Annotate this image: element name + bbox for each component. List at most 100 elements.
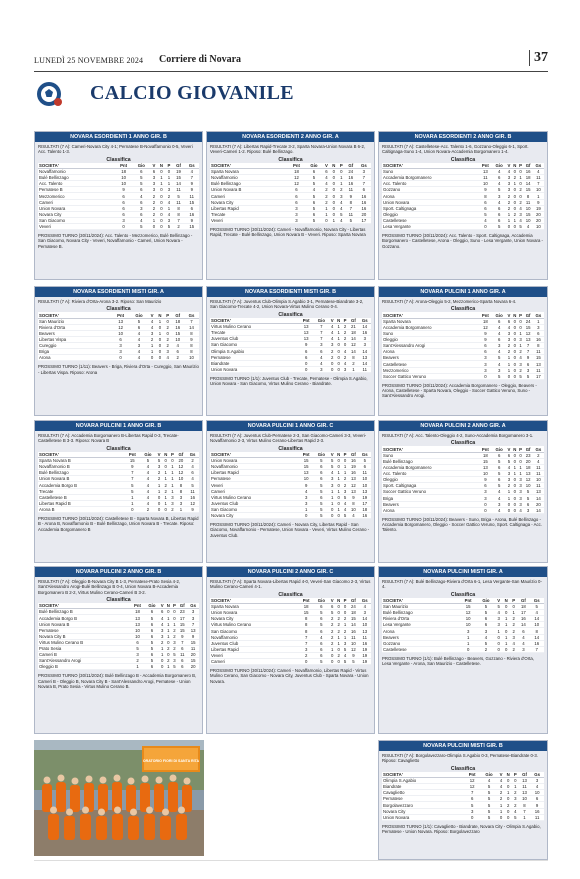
table-row: Novaffarnonio B 9 4 3 0 1 12 4: [38, 463, 199, 471]
table-row: Briga 3 4 1 0 3 5 14: [382, 494, 544, 502]
table-cell: 3: [517, 482, 524, 490]
table-cell: 1: [130, 663, 145, 671]
table-row: Gozzano 9 5 3 0 2 15 10: [382, 186, 544, 194]
table-cell: 13: [187, 627, 199, 634]
table-cell: Novara City: [210, 615, 299, 623]
column-header: N: [511, 312, 518, 319]
table-cell: 5: [342, 646, 349, 653]
table-cell: 13: [478, 168, 493, 176]
table-cell: 3: [495, 621, 503, 629]
table-row: Union Novara 6 4 2 0 2 11 9: [382, 199, 544, 206]
table-cell: 10: [523, 205, 533, 212]
table-row: Arona 0 4 0 0 4 3 14: [382, 507, 544, 514]
table-cell: 0: [511, 348, 518, 356]
column-header: Gf: [344, 162, 357, 170]
table-cell: 5: [517, 373, 524, 380]
table-cell: Veveri: [210, 652, 299, 659]
results-text: RISULTATI (7 A): Cameri-Novara City 4-1;…: [38, 144, 193, 155]
table-cell: 1: [155, 488, 163, 495]
table-cell: 3: [175, 500, 187, 507]
table-cell: 0: [511, 199, 518, 206]
table-cell: 0: [150, 223, 158, 231]
table-header-row: SOCIETA' Pnt Gio V N P Gf Gs: [210, 597, 371, 605]
column-header: Gf: [348, 451, 359, 459]
table-cell: 0: [335, 360, 343, 367]
results-text: RISULTATI (7 A): Arona-Oleggio 5-2, Mezz…: [382, 299, 517, 304]
group-title: NOVARA ESORDIENTI 1 ANNO GIR. B: [35, 132, 202, 142]
table-row: Accademia Borgo B 13 5 4 1 0 17 3: [38, 614, 199, 622]
group-title: NOVARA ESORDIENTI MISTI GIR. B: [207, 287, 374, 297]
table-cell: 1: [124, 494, 140, 501]
table-cell: 3: [298, 500, 314, 507]
table-row: Acc. Talento 10 5 3 1 1 14 9: [38, 180, 199, 188]
column-header: Gs: [358, 317, 371, 325]
table-cell: 4: [186, 475, 199, 483]
table-cell: 9: [348, 494, 359, 501]
table-cell: 18: [523, 464, 533, 472]
table-cell: 4: [313, 634, 330, 641]
table-cell: 11: [358, 634, 371, 641]
table-cell: 1: [335, 488, 343, 495]
table-cell: 2: [163, 342, 172, 350]
table-cell: 16: [348, 469, 359, 477]
table-cell: 4: [532, 168, 544, 176]
table-cell: Cameri B: [38, 651, 131, 659]
classifica-label: Classifica: [450, 591, 476, 598]
table-cell: 0: [329, 360, 336, 367]
table-cell: 17: [532, 373, 544, 380]
table-cell: 6: [478, 482, 493, 490]
table-cell: 0: [155, 348, 164, 356]
table-cell: 0: [517, 192, 524, 200]
table-cell: 4: [337, 217, 345, 224]
table-row: Veveri 0 5 0 0 5 2 15: [38, 223, 199, 231]
table-cell: Union Novara: [210, 609, 299, 617]
table-cell: 0: [511, 186, 518, 194]
table-cell: 5: [492, 470, 507, 478]
table-cell: 6: [492, 205, 507, 212]
table-cell: 2: [171, 633, 178, 640]
table-cell: 13: [532, 360, 544, 368]
table-header-row: SOCIETA' Pnt Gio V N P Gf Gs: [382, 312, 544, 319]
table-cell: 13: [130, 621, 145, 628]
table-cell: 2: [532, 452, 544, 459]
table-cell: Acc. Talento: [382, 180, 479, 188]
table-cell: 8: [298, 627, 314, 635]
table-cell: 0: [148, 354, 156, 362]
table-cell: 6: [313, 494, 330, 501]
table-header-row: SOCIETA' Pnt Gio V N P Gf Gs: [210, 162, 371, 170]
column-header: Gs: [184, 162, 199, 170]
table-cell: 5: [171, 651, 178, 659]
table-cell: 0: [502, 609, 511, 617]
table-cell: 6: [478, 205, 493, 212]
results-text: RISULTATI (7 A): Bulé Bellinzago-Riviera…: [382, 579, 542, 590]
next-round-text: PROSSIMO TURNO (30/11/2024): Beavers - S…: [382, 516, 543, 533]
table-cell: 6: [298, 347, 314, 355]
results-text: RISULTATI (7 A): Sparta Novara-Libertas …: [210, 579, 371, 590]
table-row: Bulé Bellinzago 10 5 3 1 1 15 7: [38, 174, 199, 182]
table-cell: 5: [144, 645, 160, 653]
table-header-row: SOCIETA' Pnt Gio V N P Gf Gs: [38, 312, 199, 319]
table-cell: 13: [298, 329, 314, 337]
table-cell: Cavaglietto: [382, 789, 464, 797]
table-cell: 5: [358, 457, 371, 465]
table-cell: 2: [506, 482, 512, 490]
column-header: SOCIETA': [382, 446, 479, 453]
classifica-label: Classifica: [106, 156, 131, 163]
column-header: P: [517, 162, 524, 170]
table-cell: 0: [155, 506, 163, 513]
table-cell: 4: [517, 634, 530, 641]
standings-box: NOVARA PULCINI 1 ANNO GIR. B RISULTATI (7…: [34, 420, 203, 563]
table-row: Veveri 3 5 0 1 4 5 17: [210, 217, 371, 224]
classifica-label: Classifica: [450, 440, 476, 447]
table-row: Libertas Vispa 6 4 2 0 2 10 9: [38, 336, 199, 344]
table-cell: Juventus Club: [210, 335, 299, 343]
table-cell: 18: [287, 168, 306, 176]
table-cell: 5: [329, 457, 336, 465]
table-cell: 7: [532, 180, 544, 188]
table-cell: 0: [335, 366, 343, 373]
table-cell: 2: [329, 615, 336, 623]
table-cell: 0: [298, 366, 314, 373]
table-cell: 6: [478, 342, 493, 350]
table-row: Cameri B 3 6 1 0 5 11 20: [38, 651, 199, 659]
table-cell: 3: [358, 335, 371, 343]
